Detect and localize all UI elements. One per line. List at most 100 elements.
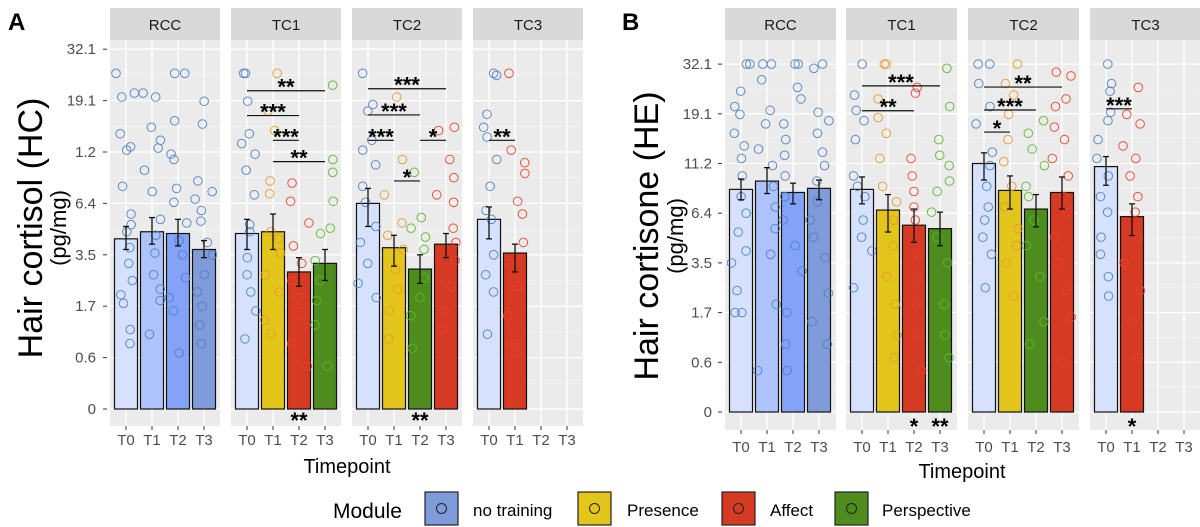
data-point (370, 160, 381, 170)
data-point (1047, 153, 1058, 164)
x-tick-label: T3 (931, 439, 949, 456)
data-point (726, 258, 737, 268)
data-point (1023, 191, 1034, 202)
data-point (780, 171, 790, 181)
legend-swatch (577, 491, 612, 526)
data-point (379, 190, 390, 200)
data-point (933, 134, 944, 145)
bar-t2 (286, 271, 312, 410)
data-point (1049, 122, 1060, 132)
data-point (482, 132, 492, 142)
legend-label: Perspective (882, 501, 971, 520)
data-point (272, 68, 282, 79)
facet-label: TC1 (272, 17, 300, 34)
facet-rcc: RCC T0 T1 T2 T3 (110, 8, 220, 449)
data-point (984, 59, 995, 69)
data-point (241, 165, 251, 176)
x-tick-label: T3 (558, 432, 576, 449)
data-point (822, 339, 833, 350)
bar-t1 (139, 231, 165, 410)
bar-t0 (1093, 166, 1119, 413)
y-tick-label: 6.4 (75, 195, 96, 212)
data-point (169, 154, 179, 165)
x-tick-label: T1 (264, 432, 282, 449)
data-point (813, 107, 823, 118)
data-point (765, 249, 776, 260)
x-tick-label: T3 (437, 432, 455, 449)
data-point (1024, 339, 1035, 350)
data-point (739, 141, 750, 151)
legend-swatch (721, 491, 756, 526)
data-point (260, 269, 271, 280)
data-point (790, 59, 800, 69)
bar-t0 (234, 232, 260, 410)
x-tick-label: T0 (238, 432, 256, 449)
data-point (287, 275, 297, 286)
data-point (355, 237, 366, 248)
data-point (115, 128, 126, 139)
y-tick-label: 0.6 (691, 354, 712, 371)
y-tick-label: 3.5 (75, 247, 96, 264)
data-point (858, 215, 868, 225)
significance-label: *** (273, 124, 299, 149)
legend-label: Affect (770, 501, 813, 520)
data-point (482, 109, 492, 120)
data-point (857, 59, 867, 69)
x-tick-label: T2 (411, 432, 429, 449)
facet-label: RCC (149, 17, 182, 34)
data-point (745, 59, 755, 69)
data-point (180, 272, 191, 283)
data-point (245, 287, 256, 297)
facet-label: TC2 (1009, 17, 1037, 34)
data-point (779, 150, 790, 161)
legend: Module no training Presence Affect Perspect… (333, 491, 971, 526)
data-point (179, 68, 190, 79)
bar-t0 (476, 218, 502, 410)
significance-label: *** (888, 70, 914, 95)
data-point (1130, 207, 1140, 217)
bar-t1 (1119, 216, 1145, 413)
data-point (944, 352, 954, 363)
data-point (737, 171, 748, 181)
data-point (302, 361, 313, 371)
data-point (767, 160, 778, 171)
data-point (362, 106, 373, 116)
data-point (819, 160, 830, 171)
data-point (123, 258, 134, 269)
data-point (274, 287, 285, 297)
data-point (1027, 144, 1037, 154)
y-tick-label: 3.5 (691, 255, 712, 272)
bar-t2 (407, 268, 433, 410)
data-point (1103, 171, 1114, 181)
data-point (797, 266, 807, 276)
y-tick-label: 19.1 (683, 106, 712, 123)
significance-label: *** (394, 73, 420, 98)
data-point (125, 324, 135, 335)
data-point (250, 149, 260, 159)
data-point (741, 246, 751, 256)
data-point (732, 285, 742, 296)
facet-strip (110, 8, 220, 40)
bar-t1 (260, 231, 286, 410)
data-point (1023, 128, 1034, 139)
x-tick-label: T0 (117, 432, 135, 449)
data-point (150, 248, 160, 258)
data-point (390, 264, 401, 274)
data-point (971, 119, 981, 129)
data-point (808, 232, 819, 242)
data-point (986, 249, 997, 260)
data-point (1038, 115, 1049, 126)
y-tick-label: 19.1 (67, 93, 96, 110)
x-tick-label: T2 (532, 432, 550, 449)
data-point (304, 218, 314, 228)
data-point (436, 324, 446, 335)
data-point (817, 59, 828, 69)
data-point (139, 165, 150, 176)
data-point (125, 338, 135, 349)
data-point (196, 338, 207, 349)
data-point (735, 86, 746, 97)
data-point (805, 215, 816, 225)
data-point (196, 216, 206, 226)
data-point (259, 315, 270, 326)
data-point (926, 207, 937, 217)
